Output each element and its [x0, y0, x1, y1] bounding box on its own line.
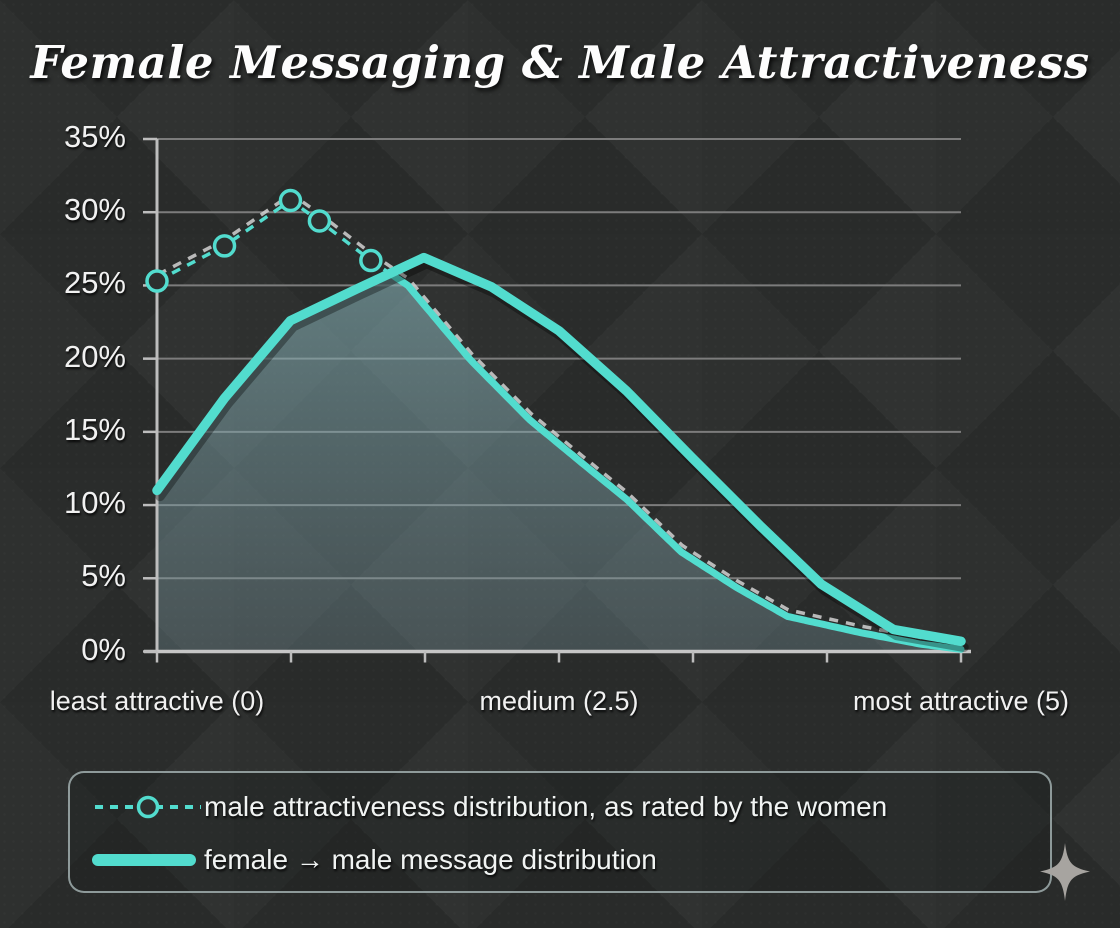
legend-item-attractiveness: male attractiveness distribution, as rat…: [92, 780, 1050, 833]
sparkle-icon: [1040, 843, 1090, 901]
legend-label-attractiveness: male attractiveness distribution, as rat…: [204, 790, 888, 822]
legend: male attractiveness distribution, as rat…: [68, 771, 1052, 893]
legend-item-messages: female → male message distribution: [92, 833, 1050, 886]
message-distribution-line: [152, 252, 966, 647]
attractiveness-dashed-shadow: [157, 191, 963, 645]
thick-line-key-icon: [92, 853, 204, 866]
overlap-area-fill: [157, 274, 961, 652]
attractiveness-marker: [278, 188, 303, 213]
attractiveness-marker: [307, 209, 332, 233]
legend-label-messages: female → male message distribution: [204, 843, 657, 875]
attractiveness-marker: [359, 248, 383, 273]
chart-title: Female Messaging & Male Attractiveness: [30, 36, 1090, 89]
attractiveness-marker: [145, 269, 169, 293]
plot-area: [143, 137, 971, 663]
dashed-line-key-icon: [92, 790, 204, 824]
attractiveness-marker: [212, 234, 237, 258]
